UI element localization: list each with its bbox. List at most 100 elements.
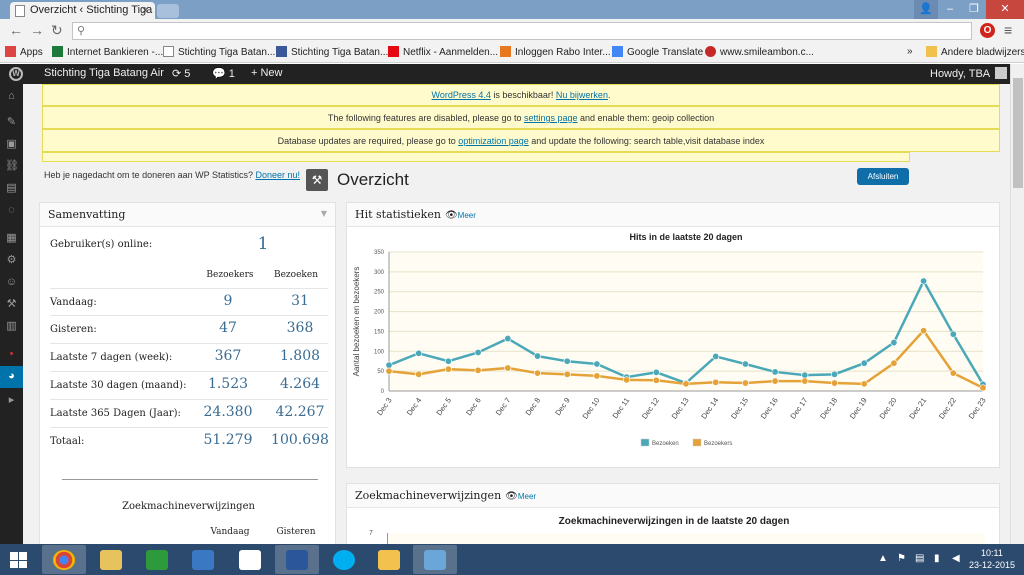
tools-icon[interactable]: ⚒	[6, 298, 17, 310]
panel-toggle-icon[interactable]: ▼	[320, 209, 327, 218]
updates-link[interactable]: ⟳ 5	[172, 68, 191, 80]
store-taskbar-button[interactable]	[135, 545, 179, 574]
more-bookmarks-button[interactable]: »	[907, 46, 913, 57]
eye-icon[interactable]: 👁	[444, 210, 458, 221]
bookmark-apps[interactable]: Apps	[5, 46, 43, 58]
page-scrollbar[interactable]	[1010, 64, 1024, 544]
tab-close-icon[interactable]: ✕	[140, 5, 150, 17]
minimize-button[interactable]: –	[946, 3, 954, 15]
update-now-link[interactable]: Nu bijwerken	[555, 90, 608, 100]
browser-tab[interactable]: Overzicht ‹ Stichting Tiga B ✕	[10, 2, 155, 19]
legend-label: Bezoekers	[704, 441, 732, 447]
windows-taskbar: ▲ ⚑ ▤ ▮ ◀ 10:11 23-12-2015	[0, 544, 1024, 575]
data-point	[415, 370, 423, 378]
search-engines-subtitle: Zoekmachineverwijzingen	[122, 501, 255, 512]
desktop-taskbar-button[interactable]	[181, 545, 225, 574]
appearance-icon[interactable]: ▦	[6, 232, 17, 244]
online-value: 1	[257, 234, 269, 254]
action-center-icon[interactable]: ⚑	[897, 553, 906, 564]
home-taskbar-button[interactable]	[228, 545, 272, 574]
battery-icon[interactable]: ▮	[934, 553, 940, 564]
pin-marker-icon[interactable]: •	[9, 348, 14, 360]
wordpress-logo-icon[interactable]: W	[9, 67, 23, 81]
data-point	[712, 352, 720, 360]
data-point	[830, 370, 838, 378]
windows-start-icon[interactable]	[10, 552, 28, 568]
posts-pin-icon[interactable]: ✎	[6, 116, 17, 128]
statistics-icon[interactable]: ◕	[8, 370, 15, 382]
system-clock[interactable]: 10:11 23-12-2015	[969, 547, 1015, 571]
avatar	[995, 67, 1008, 79]
users-icon[interactable]: ☺	[5, 276, 18, 288]
volume-icon[interactable]: ◀	[952, 553, 960, 564]
skype-taskbar-button[interactable]	[322, 545, 366, 574]
links-icon[interactable]: ⛓	[5, 160, 19, 172]
mail-taskbar-button[interactable]	[367, 545, 411, 574]
address-input[interactable]: ⚲	[72, 22, 972, 40]
search-chart-y-tick: 7	[369, 530, 373, 537]
search-more-link[interactable]: Meer	[517, 492, 537, 501]
data-point	[385, 361, 393, 369]
word-icon	[286, 549, 308, 570]
new-tab-button[interactable]	[157, 4, 179, 18]
account-menu[interactable]: Howdy, TBA	[930, 67, 1008, 80]
comments-link[interactable]: 💬 1	[212, 68, 235, 80]
visits-column-header: Bezoeken	[273, 270, 318, 280]
plugins-icon[interactable]: ⚙	[6, 254, 17, 266]
bank-shield-icon	[52, 46, 63, 57]
legend-swatch	[692, 438, 702, 447]
summary-row: Laatste 7 dagen (week): 367 1.808	[50, 344, 328, 372]
settings-icon[interactable]: ▥	[6, 320, 17, 332]
bookmark-rabo[interactable]: Inloggen Rabo Inter...	[500, 46, 611, 58]
reload-icon[interactable]: ↻	[51, 22, 63, 38]
wordpress-version-link[interactable]: WordPress 4.4	[431, 90, 491, 100]
word-taskbar-button[interactable]	[275, 545, 319, 574]
other-bookmarks-folder[interactable]: Andere bladwijzers	[926, 46, 1024, 58]
chrome-menu-icon[interactable]: ≡	[1004, 22, 1013, 38]
maximize-button[interactable]: ❐	[969, 3, 979, 15]
donate-now-link[interactable]: Doneer nu!	[255, 170, 300, 180]
pages-icon[interactable]: ▤	[6, 182, 17, 194]
bookmark-bankieren[interactable]: Internet Bankieren -...	[52, 46, 163, 58]
explorer-taskbar-button[interactable]	[89, 545, 133, 574]
x-tick-label: Dec 10	[581, 396, 602, 421]
data-point	[741, 360, 749, 368]
back-arrow-icon[interactable]: ←	[9, 22, 23, 38]
bookmark-netflix[interactable]: Netflix - Aanmelden...	[388, 46, 498, 58]
hits-more-link[interactable]: Meer	[457, 211, 476, 220]
x-tick-label: Dec 11	[611, 396, 632, 420]
network-icon[interactable]: ▤	[915, 553, 925, 564]
collapse-menu-icon[interactable]: ▸	[8, 394, 15, 406]
x-tick-label: Dec 7	[494, 396, 513, 417]
bookmark-tiga-1[interactable]: Stichting Tiga Batan...	[163, 46, 275, 58]
y-tick-label: 0	[381, 389, 385, 395]
summary-panel-header[interactable]: Samenvatting ▼	[40, 203, 335, 227]
visitors-column-header: Bezoekers	[206, 270, 254, 280]
bookmark-smileambon[interactable]: www.smileambon.c...	[705, 46, 814, 58]
optimization-page-link[interactable]: optimization page	[458, 136, 529, 146]
close-window-button[interactable]: ✕	[986, 0, 1024, 19]
bookmark-tiga-2[interactable]: Stichting Tiga Batan...	[276, 46, 388, 58]
data-point	[563, 357, 571, 365]
address-toolbar: ← → ↻ ⚲ O ≡	[0, 19, 1024, 43]
chrome-taskbar-button[interactable]	[42, 545, 86, 574]
bookmark-translate[interactable]: Google Translate	[612, 46, 703, 58]
x-tick-label: Dec 8	[524, 396, 543, 417]
y-axis-label: Aantal bezoeken en bezoekers	[352, 267, 361, 377]
close-button[interactable]: Afsluiten	[857, 168, 909, 185]
forward-arrow-icon[interactable]: →	[30, 22, 44, 38]
summary-row: Laatste 30 dagen (maand): 1.523 4.264	[50, 372, 328, 400]
new-content-link[interactable]: + New	[251, 67, 283, 79]
plot-area	[389, 252, 983, 391]
eye-icon[interactable]: 👁	[505, 491, 518, 502]
site-name-link[interactable]: Stichting Tiga Batang Air	[44, 67, 164, 79]
opera-extension-icon[interactable]: O	[980, 23, 995, 38]
comments-icon[interactable]: ◌	[8, 204, 15, 216]
dashboard-icon[interactable]: ⌂	[8, 90, 15, 102]
scrollbar-thumb[interactable]	[1013, 78, 1023, 188]
tray-expand-icon[interactable]: ▲	[878, 553, 888, 564]
settings-page-link[interactable]: settings page	[523, 113, 578, 123]
media-icon[interactable]: ▣	[6, 138, 17, 150]
window-taskbar-button[interactable]	[413, 545, 457, 574]
profile-icon[interactable]: 👤	[914, 0, 938, 19]
